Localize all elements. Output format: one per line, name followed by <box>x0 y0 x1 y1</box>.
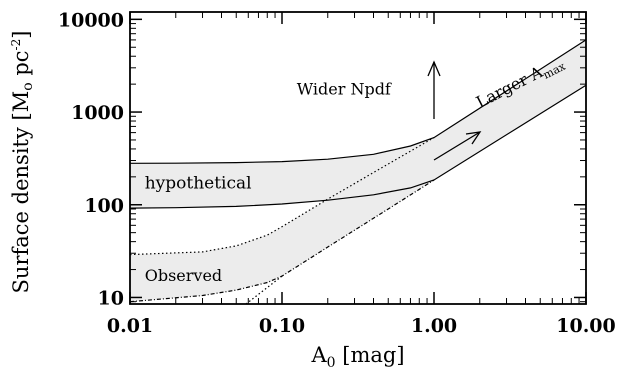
series-lines <box>129 39 587 305</box>
y-tick-label: 10000 <box>58 9 124 31</box>
y-tick-label: 10 <box>98 287 124 309</box>
x-tick-label: 10.00 <box>556 315 616 337</box>
x-tick-label: 0.01 <box>107 315 153 337</box>
observed-band <box>130 137 434 302</box>
x-axis-title-main: A <box>310 343 327 367</box>
y-tick-label: 1000 <box>71 102 124 124</box>
y-axis-title-units: pc <box>9 50 33 82</box>
y-axis-ticks: 10 100 1000 10000 <box>58 9 586 309</box>
x-tick-label: 0.10 <box>259 315 305 337</box>
hypothetical-shaded-band <box>130 39 586 209</box>
y-axis-title-sun-symbol: o <box>20 82 36 90</box>
hypothetical-band <box>130 39 586 209</box>
series-line-obs-lower <box>129 179 435 303</box>
arrow-diagonal <box>433 131 482 161</box>
arrow-up <box>427 60 441 119</box>
y-axis-title-superscript: -2 <box>9 39 23 51</box>
annotation-hypothetical: hypothetical <box>145 173 252 193</box>
observed-shaded-band <box>130 137 434 302</box>
annotation-wider-npdf: Wider Npdf <box>297 79 392 98</box>
x-axis-title: A0 [mag] <box>310 343 404 371</box>
x-tick-label: 1.00 <box>411 315 457 337</box>
x-axis-title-units: [mag] <box>336 343 405 367</box>
x-axis-ticks: 0.01 0.10 1.00 10.00 <box>107 12 616 337</box>
y-tick-label: 100 <box>84 195 124 217</box>
y-axis-title-main: Surface density [M <box>9 91 33 294</box>
series-line-obs-upper <box>129 137 435 256</box>
y-axis-title-close: ] <box>9 31 33 39</box>
y-axis-title: Surface density [Mo pc-2] <box>9 31 36 294</box>
annotation-observed: Observed <box>145 266 222 285</box>
series-line-hyp-upper <box>129 39 587 164</box>
x-axis-title-subscript: 0 <box>327 355 336 371</box>
plot-frame <box>129 11 587 305</box>
series-line-hyp-lower <box>129 84 587 209</box>
